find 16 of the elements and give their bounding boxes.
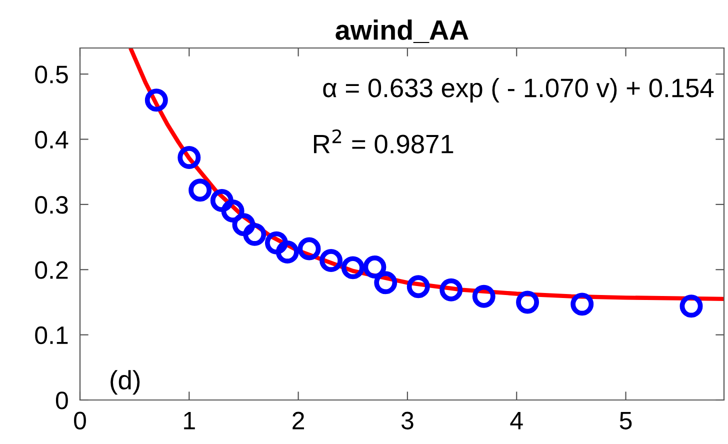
- x-tick-label: 1: [184, 412, 195, 430]
- y-tick-label: 0.5: [35, 66, 68, 84]
- y-tick-label: 0.4: [35, 130, 68, 149]
- x-tick-label: 5: [620, 412, 632, 430]
- annotation: (d): [110, 370, 140, 395]
- annotation: α = 0.633 exp ( - 1.070 v) + 0.154: [323, 78, 714, 103]
- y-tick-label: 0: [56, 392, 68, 410]
- y-tick-label: 0.2: [35, 261, 68, 279]
- annotation: R$^{2}$ = 0.9871: [314, 129, 454, 154]
- y-tick-label: 0.1: [35, 326, 68, 344]
- x-tick-label: 0: [74, 412, 86, 430]
- x-tick-label: 3: [401, 412, 414, 430]
- chart-title: awind_AA: [336, 20, 468, 44]
- y-tick-label: 0.3: [35, 196, 68, 214]
- x-tick-label: 2: [292, 412, 304, 430]
- x-tick-label: 4: [510, 412, 523, 430]
